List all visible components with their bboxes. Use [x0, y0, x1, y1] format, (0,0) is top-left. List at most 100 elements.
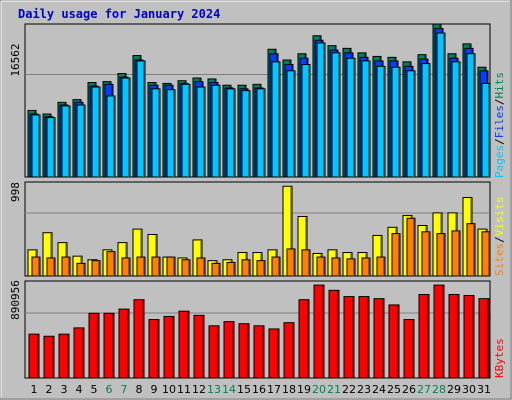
bar-sites-day-28	[436, 233, 446, 277]
x-tick-label-7: 7	[121, 383, 128, 396]
bar-pages-day-28	[436, 32, 446, 178]
bar-kbytes-day-7	[118, 308, 130, 379]
x-tick-label-4: 4	[76, 383, 83, 396]
chart-title: Daily usage for January 2024	[18, 7, 220, 21]
x-tick-label-2: 2	[46, 383, 53, 396]
bar-sites-day-20	[316, 256, 326, 277]
bar-sites-day-30	[466, 223, 476, 277]
bar-kbytes-day-6	[103, 312, 115, 379]
bar-pages-day-16	[256, 88, 266, 178]
x-tick-label-13: 13	[207, 383, 221, 396]
bar-sites-day-8	[136, 256, 146, 277]
bar-sites-day-23	[361, 257, 371, 277]
x-tick-label-12: 12	[192, 383, 206, 396]
bar-pages-day-21	[331, 52, 341, 178]
legend-sites: Sites	[493, 243, 506, 276]
bar-pages-day-23	[361, 60, 371, 178]
legend-pages: Pages	[493, 145, 506, 178]
bar-sites-day-9	[151, 256, 161, 277]
bar-sites-day-31	[481, 231, 491, 277]
bar-pages-day-8	[136, 60, 146, 178]
x-tick-label-18: 18	[282, 383, 296, 396]
x-tick-label-30: 30	[462, 383, 476, 396]
bar-pages-day-14	[226, 88, 236, 178]
bar-pages-day-11	[181, 83, 191, 178]
bar-sites-day-3	[61, 256, 71, 277]
bar-kbytes-day-24	[373, 298, 385, 379]
bar-sites-day-25	[391, 233, 401, 277]
bar-pages-day-25	[391, 66, 401, 178]
bar-sites-day-2	[46, 257, 56, 277]
panel-hits-files-pages	[24, 23, 491, 178]
x-tick-label-22: 22	[342, 383, 356, 396]
x-tick-label-14: 14	[222, 383, 236, 396]
bar-pages-day-20	[316, 42, 326, 178]
bar-kbytes-day-2	[43, 335, 55, 379]
x-tick-label-20: 20	[312, 383, 326, 396]
bar-kbytes-day-28	[433, 284, 445, 379]
bar-kbytes-day-17	[268, 328, 280, 379]
bar-kbytes-day-18	[283, 322, 295, 379]
x-tick-label-17: 17	[267, 383, 281, 396]
legend-top: Pages/Files/Hits	[493, 72, 506, 178]
bar-kbytes-day-27	[418, 293, 430, 379]
bar-sites-day-10	[166, 256, 176, 277]
bar-kbytes-day-13	[208, 325, 220, 379]
bar-pages-day-5	[91, 86, 101, 178]
bar-pages-day-27	[421, 63, 431, 178]
bar-sites-day-16	[256, 260, 266, 277]
bar-kbytes-day-19	[298, 299, 310, 379]
x-tick-label-29: 29	[447, 383, 461, 396]
bar-pages-day-26	[406, 70, 416, 178]
bar-pages-day-3	[61, 105, 71, 178]
bar-sites-day-19	[301, 249, 311, 277]
bar-pages-day-7	[121, 77, 131, 178]
bar-pages-day-30	[466, 53, 476, 178]
x-tick-label-1: 1	[31, 383, 38, 396]
bar-pages-day-22	[346, 57, 356, 178]
bar-kbytes-day-4	[73, 327, 85, 379]
x-tick-label-3: 3	[61, 383, 68, 396]
bar-kbytes-day-1	[28, 333, 40, 379]
bar-sites-day-18	[286, 248, 296, 277]
bar-sites-day-15	[241, 259, 251, 277]
x-tick-label-26: 26	[402, 383, 416, 396]
x-tick-label-27: 27	[417, 383, 431, 396]
x-tick-label-23: 23	[357, 383, 371, 396]
legend-middle: Sites/Visits	[493, 197, 506, 277]
x-tick-label-9: 9	[151, 383, 158, 396]
x-tick-label-10: 10	[162, 383, 176, 396]
bar-pages-day-18	[286, 70, 296, 178]
bar-sites-day-26	[406, 217, 416, 277]
panel-kbytes	[24, 280, 491, 379]
bar-sites-day-24	[376, 256, 386, 277]
x-tick-label-19: 19	[297, 383, 311, 396]
bar-sites-day-6	[106, 251, 116, 277]
bar-kbytes-day-5	[88, 312, 100, 379]
x-tick-label-31: 31	[477, 383, 491, 396]
legend-visits: Visits	[493, 197, 506, 237]
x-tick-label-24: 24	[372, 383, 386, 396]
bar-kbytes-day-26	[403, 319, 415, 379]
bar-kbytes-day-21	[328, 289, 340, 379]
bar-pages-day-10	[166, 89, 176, 178]
bar-sites-day-29	[451, 230, 461, 277]
legend-files: Files	[493, 105, 506, 138]
bar-sites-day-7	[121, 257, 131, 277]
bar-sites-day-27	[421, 231, 431, 277]
bar-sites-day-21	[331, 257, 341, 277]
legend-bottom: KBytes	[493, 338, 506, 378]
x-tick-label-15: 15	[237, 383, 251, 396]
x-tick-label-5: 5	[91, 383, 98, 396]
bar-kbytes-day-31	[478, 298, 490, 379]
bar-sites-day-14	[226, 261, 236, 277]
bar-pages-day-4	[76, 104, 86, 178]
bar-kbytes-day-15	[238, 323, 250, 379]
bar-kbytes-day-8	[133, 299, 145, 379]
bar-pages-day-9	[151, 88, 161, 178]
bar-pages-day-29	[451, 61, 461, 178]
bar-kbytes-day-29	[448, 293, 460, 379]
bar-kbytes-day-11	[178, 310, 190, 379]
